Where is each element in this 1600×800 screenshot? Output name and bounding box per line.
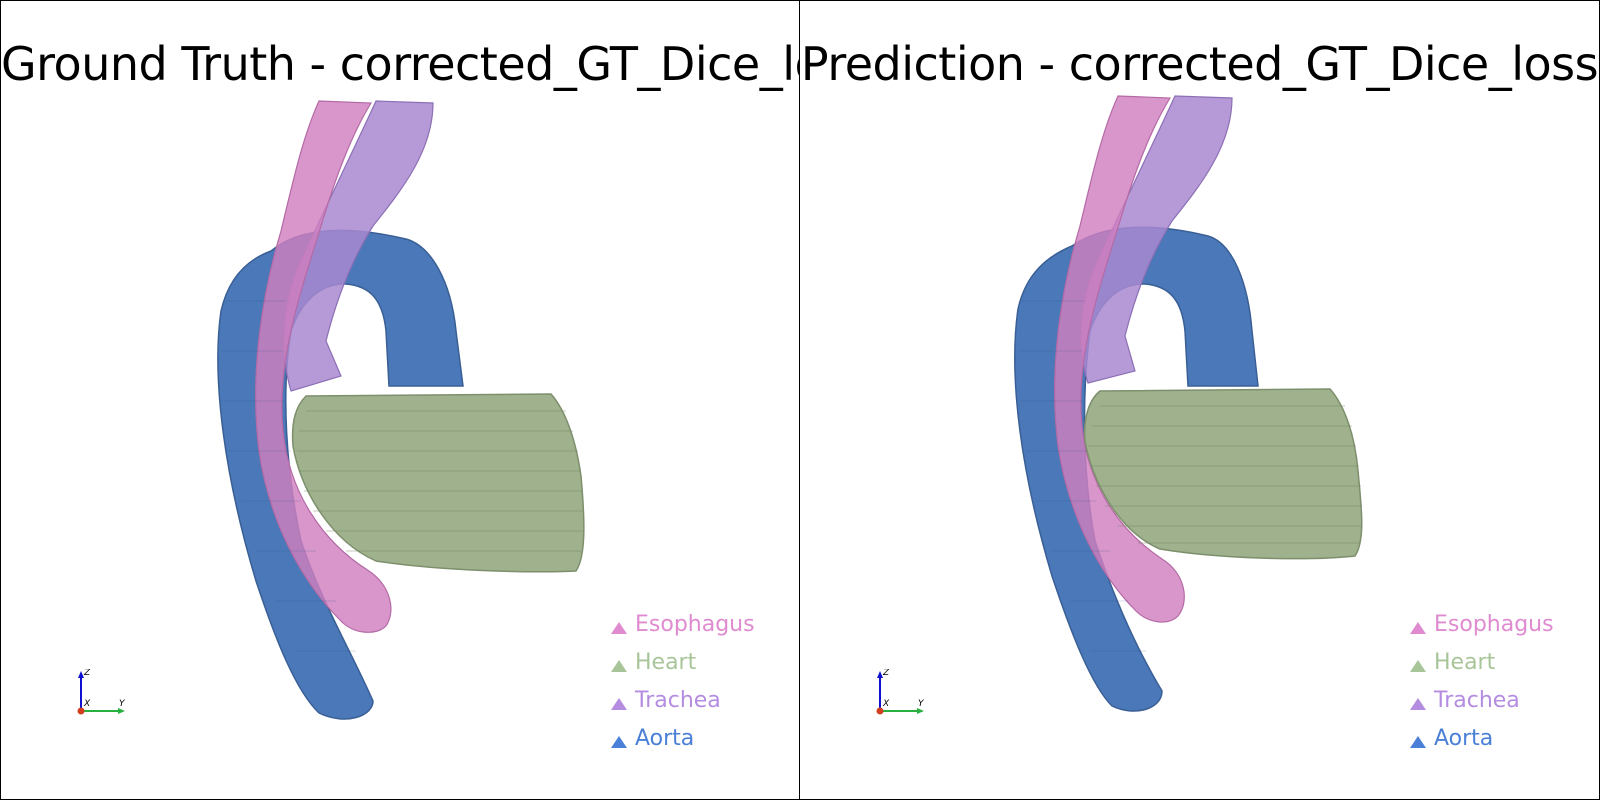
axis-x-label: X — [83, 699, 91, 709]
legend: Esophagus Heart Trachea Aorta — [611, 605, 755, 757]
triangle-icon — [1410, 736, 1426, 748]
viewport-title: Prediction - corrected_GT_Dice_loss — [800, 37, 1599, 91]
legend-item-aorta: Aorta — [1410, 719, 1554, 757]
legend-item-trachea: Trachea — [611, 681, 755, 719]
legend-item-heart: Heart — [611, 643, 755, 681]
viewport-title: Ground Truth - corrected_GT_Dice_loss — [1, 37, 801, 91]
legend-item-esophagus: Esophagus — [1410, 605, 1554, 643]
legend-label: Heart — [635, 649, 697, 675]
legend-label: Esophagus — [1434, 611, 1554, 637]
triangle-icon — [611, 698, 627, 710]
ground-truth-3d-render — [217, 100, 585, 720]
orientation-axes-icon: Z X Y — [77, 669, 126, 715]
triangle-icon — [611, 660, 627, 672]
axis-z-label: Z — [882, 669, 890, 678]
orientation-axes-icon: Z X Y — [876, 669, 925, 715]
axis-y-label: Y — [119, 699, 126, 709]
esophagus-mesh — [255, 100, 392, 633]
legend-item-trachea: Trachea — [1410, 681, 1554, 719]
heart-mesh — [291, 393, 585, 573]
legend-label: Heart — [1434, 649, 1496, 675]
triangle-icon — [611, 622, 627, 634]
axis-z-label: Z — [83, 669, 91, 678]
triangle-icon — [1410, 660, 1426, 672]
legend-label: Aorta — [1434, 725, 1494, 751]
legend-label: Esophagus — [635, 611, 755, 637]
ground-truth-viewport[interactable]: Ground Truth - corrected_GT_Dice_loss Es… — [0, 0, 801, 800]
axis-y-label: Y — [918, 699, 925, 709]
prediction-3d-render — [1014, 95, 1363, 712]
legend-item-aorta: Aorta — [611, 719, 755, 757]
heart-mesh — [1083, 388, 1363, 560]
legend-item-heart: Heart — [1410, 643, 1554, 681]
triangle-icon — [1410, 622, 1426, 634]
legend-label: Trachea — [1434, 687, 1520, 713]
triangle-icon — [611, 736, 627, 748]
prediction-viewport[interactable]: Prediction - corrected_GT_Dice_loss Esop… — [799, 0, 1600, 800]
legend: Esophagus Heart Trachea Aorta — [1410, 605, 1554, 757]
axis-x-label: X — [882, 699, 890, 709]
legend-label: Aorta — [635, 725, 695, 751]
triangle-icon — [1410, 698, 1426, 710]
legend-item-esophagus: Esophagus — [611, 605, 755, 643]
esophagus-mesh — [1054, 95, 1185, 623]
legend-label: Trachea — [635, 687, 721, 713]
